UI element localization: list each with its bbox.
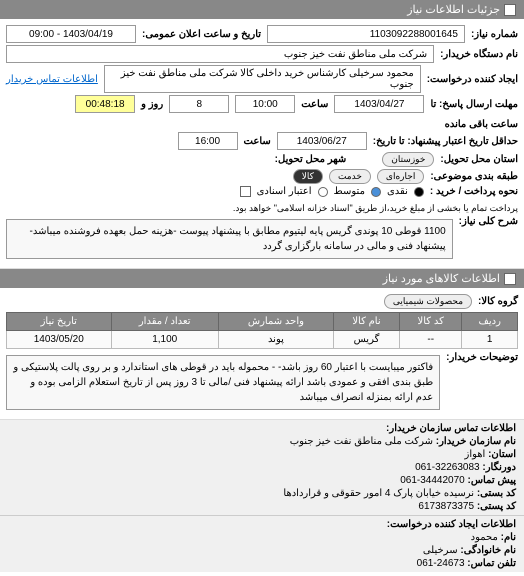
goods-header: − اطلاعات کالاهای مورد نیاز (0, 269, 524, 288)
deadline-time: 10:00 (235, 95, 295, 113)
days-label: روز و (141, 99, 163, 110)
public-dt-value: 1403/04/19 - 09:00 (6, 25, 136, 43)
contact-title: اطلاعات تماس سازمان خریدار: (386, 423, 516, 434)
col-unit: واحد شمارش (218, 313, 333, 331)
tag-goods[interactable]: کالا (293, 169, 323, 184)
tag-service[interactable]: خدمت (329, 169, 371, 184)
tel-value: 34442070-061 (400, 475, 465, 486)
goods-section: گروه کالا: محصولات شیمیایی ردیف کد کالا … (0, 288, 524, 420)
contact-section: اطلاعات تماس سازمان خریدار: نام سازمان خ… (0, 420, 524, 515)
c-family: سرخیلی (423, 545, 458, 556)
col-code: کد کالا (399, 313, 461, 331)
province-value: خوزستان (382, 152, 434, 167)
org-value: شرکت ملی مناطق نفت خیز جنوب (290, 436, 433, 447)
public-dt-label: تاریخ و ساعت اعلان عمومی: (142, 29, 261, 40)
cell-unit: پوند (218, 331, 333, 349)
tel-label: پیش تماس: (468, 475, 516, 486)
contact-link[interactable]: اطلاعات تماس خریدار (6, 74, 98, 85)
c-phone: 24673-061 (417, 558, 465, 569)
collapse-icon[interactable]: − (504, 4, 516, 16)
table-row: 1 -- گریس پوند 1,100 1403/05/20 (7, 331, 518, 349)
cell-code: -- (399, 331, 461, 349)
resp-value: 32263083-061 (415, 462, 480, 473)
general-label: شرح کلی نیاز: (459, 216, 518, 227)
pay-dot-3 (318, 187, 328, 197)
buyer-label: نام دستگاه خریدار: (440, 49, 518, 60)
col-row: ردیف (462, 313, 518, 331)
tag-rental[interactable]: اجاره‌ای (377, 169, 424, 184)
payment-note: پرداخت تمام یا بخشی از مبلغ خرید،از طریق… (233, 203, 518, 214)
c-phone-label: تلفن تماس: (467, 558, 516, 569)
col-qty: تعداد / مقدار (111, 313, 218, 331)
notes-label: توضیحات خریدار: (446, 352, 518, 363)
notes-value: فاکتور میبایست با اعتبار 60 روز باشد- - … (6, 355, 440, 410)
addr-value: نرسیده خیابان پارک 4 امور حقوقی و قراردا… (283, 488, 474, 499)
col-date: تاریخ نیاز (7, 313, 112, 331)
request-section: شماره نیاز: 1103092288001645 تاریخ و ساع… (0, 19, 524, 269)
table-header-row: ردیف کد کالا نام کالا واحد شمارش تعداد /… (7, 313, 518, 331)
goods-table: ردیف کد کالا نام کالا واحد شمارش تعداد /… (6, 312, 518, 349)
org-label: نام سازمان خریدار: (436, 436, 516, 447)
c-name-label: نام: (501, 532, 516, 543)
validity-time: 16:00 (178, 132, 238, 150)
number-label: شماره نیاز: (471, 29, 518, 40)
post-label: کد پستی: (477, 501, 516, 512)
creator-section: اطلاعات ایجاد کننده درخواست: نام: محمود … (0, 515, 524, 572)
remain-label: ساعت باقی مانده (445, 119, 518, 130)
cell-idx: 1 (462, 331, 518, 349)
days-value: 8 (169, 95, 229, 113)
time-label: ساعت (301, 99, 328, 110)
creator-title: اطلاعات ایجاد کننده درخواست: (387, 519, 516, 530)
buyer-value: شرکت ملی مناطق نفت خیز جنوب (6, 45, 434, 63)
header-title: جزئیات اطلاعات نیاز (407, 3, 500, 16)
requester-value: محمود سرخیلی کارشناس خرید داخلی کالا شرک… (104, 65, 421, 93)
validity-time-label: ساعت (244, 136, 271, 147)
resp-label: دورنگار: (482, 462, 516, 473)
c-name: محمود (471, 532, 498, 543)
c-family-label: نام خانوادگی: (460, 545, 516, 556)
deadline-label: مهلت ارسال پاسخ: تا (430, 99, 518, 110)
packing-label: طبقه بندی موضوعی: (430, 171, 518, 182)
pay-cash: نقدی (387, 186, 408, 197)
prov-value: اهواز (464, 449, 485, 460)
validity-date: 1403/06/27 (277, 132, 367, 150)
number-value: 1103092288001645 (267, 25, 465, 43)
pay-mid: متوسط (334, 186, 365, 197)
group-value: محصولات شیمیایی (384, 294, 472, 309)
city-label: شهر محل تحویل: (275, 154, 347, 165)
remain-time: 00:48:18 (75, 95, 135, 113)
validity-label: حداقل تاریخ اعتبار پیشنهاد: تا تاریخ: (373, 136, 518, 147)
addr-label: کد بستی: (477, 488, 516, 499)
pay-credit: اعتبار اسنادی (257, 186, 312, 197)
group-label: گروه کالا: (478, 296, 518, 307)
col-name: نام کالا (333, 313, 399, 331)
cell-name: گریس (333, 331, 399, 349)
requester-label: ایجاد کننده درخواست: (427, 74, 518, 85)
cell-qty: 1,100 (111, 331, 218, 349)
pay-dot-2 (371, 187, 381, 197)
cell-date: 1403/05/20 (7, 331, 112, 349)
goods-header-title: اطلاعات کالاهای مورد نیاز (383, 272, 500, 285)
post-value: 6173873375 (418, 501, 474, 512)
treasury-checkbox[interactable] (240, 186, 251, 197)
pay-dot-1 (414, 187, 424, 197)
deadline-date: 1403/04/27 (334, 95, 424, 113)
payment-label: نحوه پرداخت / خرید : (430, 186, 518, 197)
main-header: − جزئیات اطلاعات نیاز (0, 0, 524, 19)
goods-collapse-icon[interactable]: − (504, 273, 516, 285)
general-desc: 1100 قوطی 10 پوندی گریس پایه لیتیوم مطاب… (6, 219, 453, 259)
prov-label: استان: (488, 449, 516, 460)
province-label: استان محل تحویل: (440, 154, 518, 165)
